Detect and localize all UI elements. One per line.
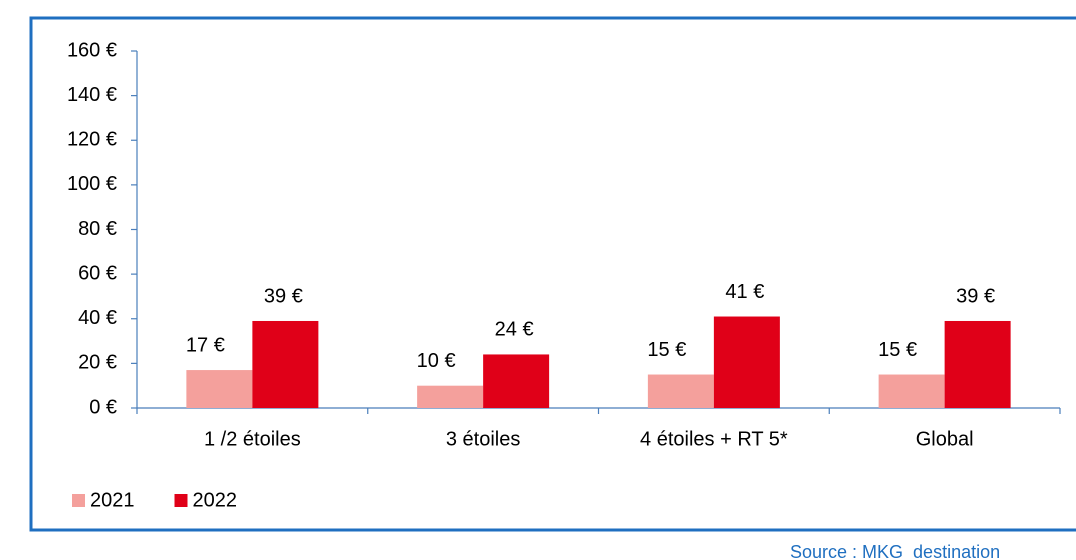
- y-tick-label: 120 €: [67, 129, 117, 151]
- source: Source : MKG_destination: [790, 542, 1000, 560]
- legend-label: 2022: [193, 489, 238, 511]
- value-label: 10 €: [417, 350, 456, 372]
- value-label: 15 €: [647, 339, 686, 361]
- value-label: 24 €: [495, 319, 534, 341]
- bar: [944, 320, 1011, 408]
- value-label: 17 €: [186, 334, 225, 356]
- y-tick-label: 140 €: [67, 84, 117, 106]
- y-tick-label: 160 €: [67, 39, 117, 61]
- y-tick-label: 80 €: [78, 218, 117, 240]
- x-tick-label: 4 étoiles + RT 5*: [640, 428, 788, 450]
- bar: [483, 354, 550, 408]
- x-tick-label: 3 étoiles: [446, 428, 521, 450]
- value-label: 39 €: [956, 285, 995, 307]
- bar: [417, 385, 484, 408]
- legend-swatch: [174, 494, 188, 507]
- bar: [252, 320, 319, 408]
- legend-swatch: [72, 494, 85, 507]
- frame: [29, 16, 1076, 532]
- y-tick-label: 0 €: [89, 396, 117, 418]
- value-label: 41 €: [725, 281, 764, 303]
- value-label: 39 €: [264, 285, 303, 307]
- bar: [878, 374, 945, 408]
- y-tick-label: 100 €: [67, 173, 117, 195]
- x-tick-label: Global: [916, 428, 974, 450]
- y-tick-label: 40 €: [78, 307, 117, 329]
- legend-label: 2021: [90, 489, 135, 511]
- bar: [647, 374, 714, 408]
- x-tick-label: 1 /2 étoiles: [204, 428, 301, 450]
- y-tick-label: 20 €: [78, 352, 117, 374]
- bar: [186, 370, 253, 408]
- value-label: 15 €: [878, 339, 917, 361]
- bar: [713, 316, 780, 408]
- y-tick-label: 60 €: [78, 262, 117, 284]
